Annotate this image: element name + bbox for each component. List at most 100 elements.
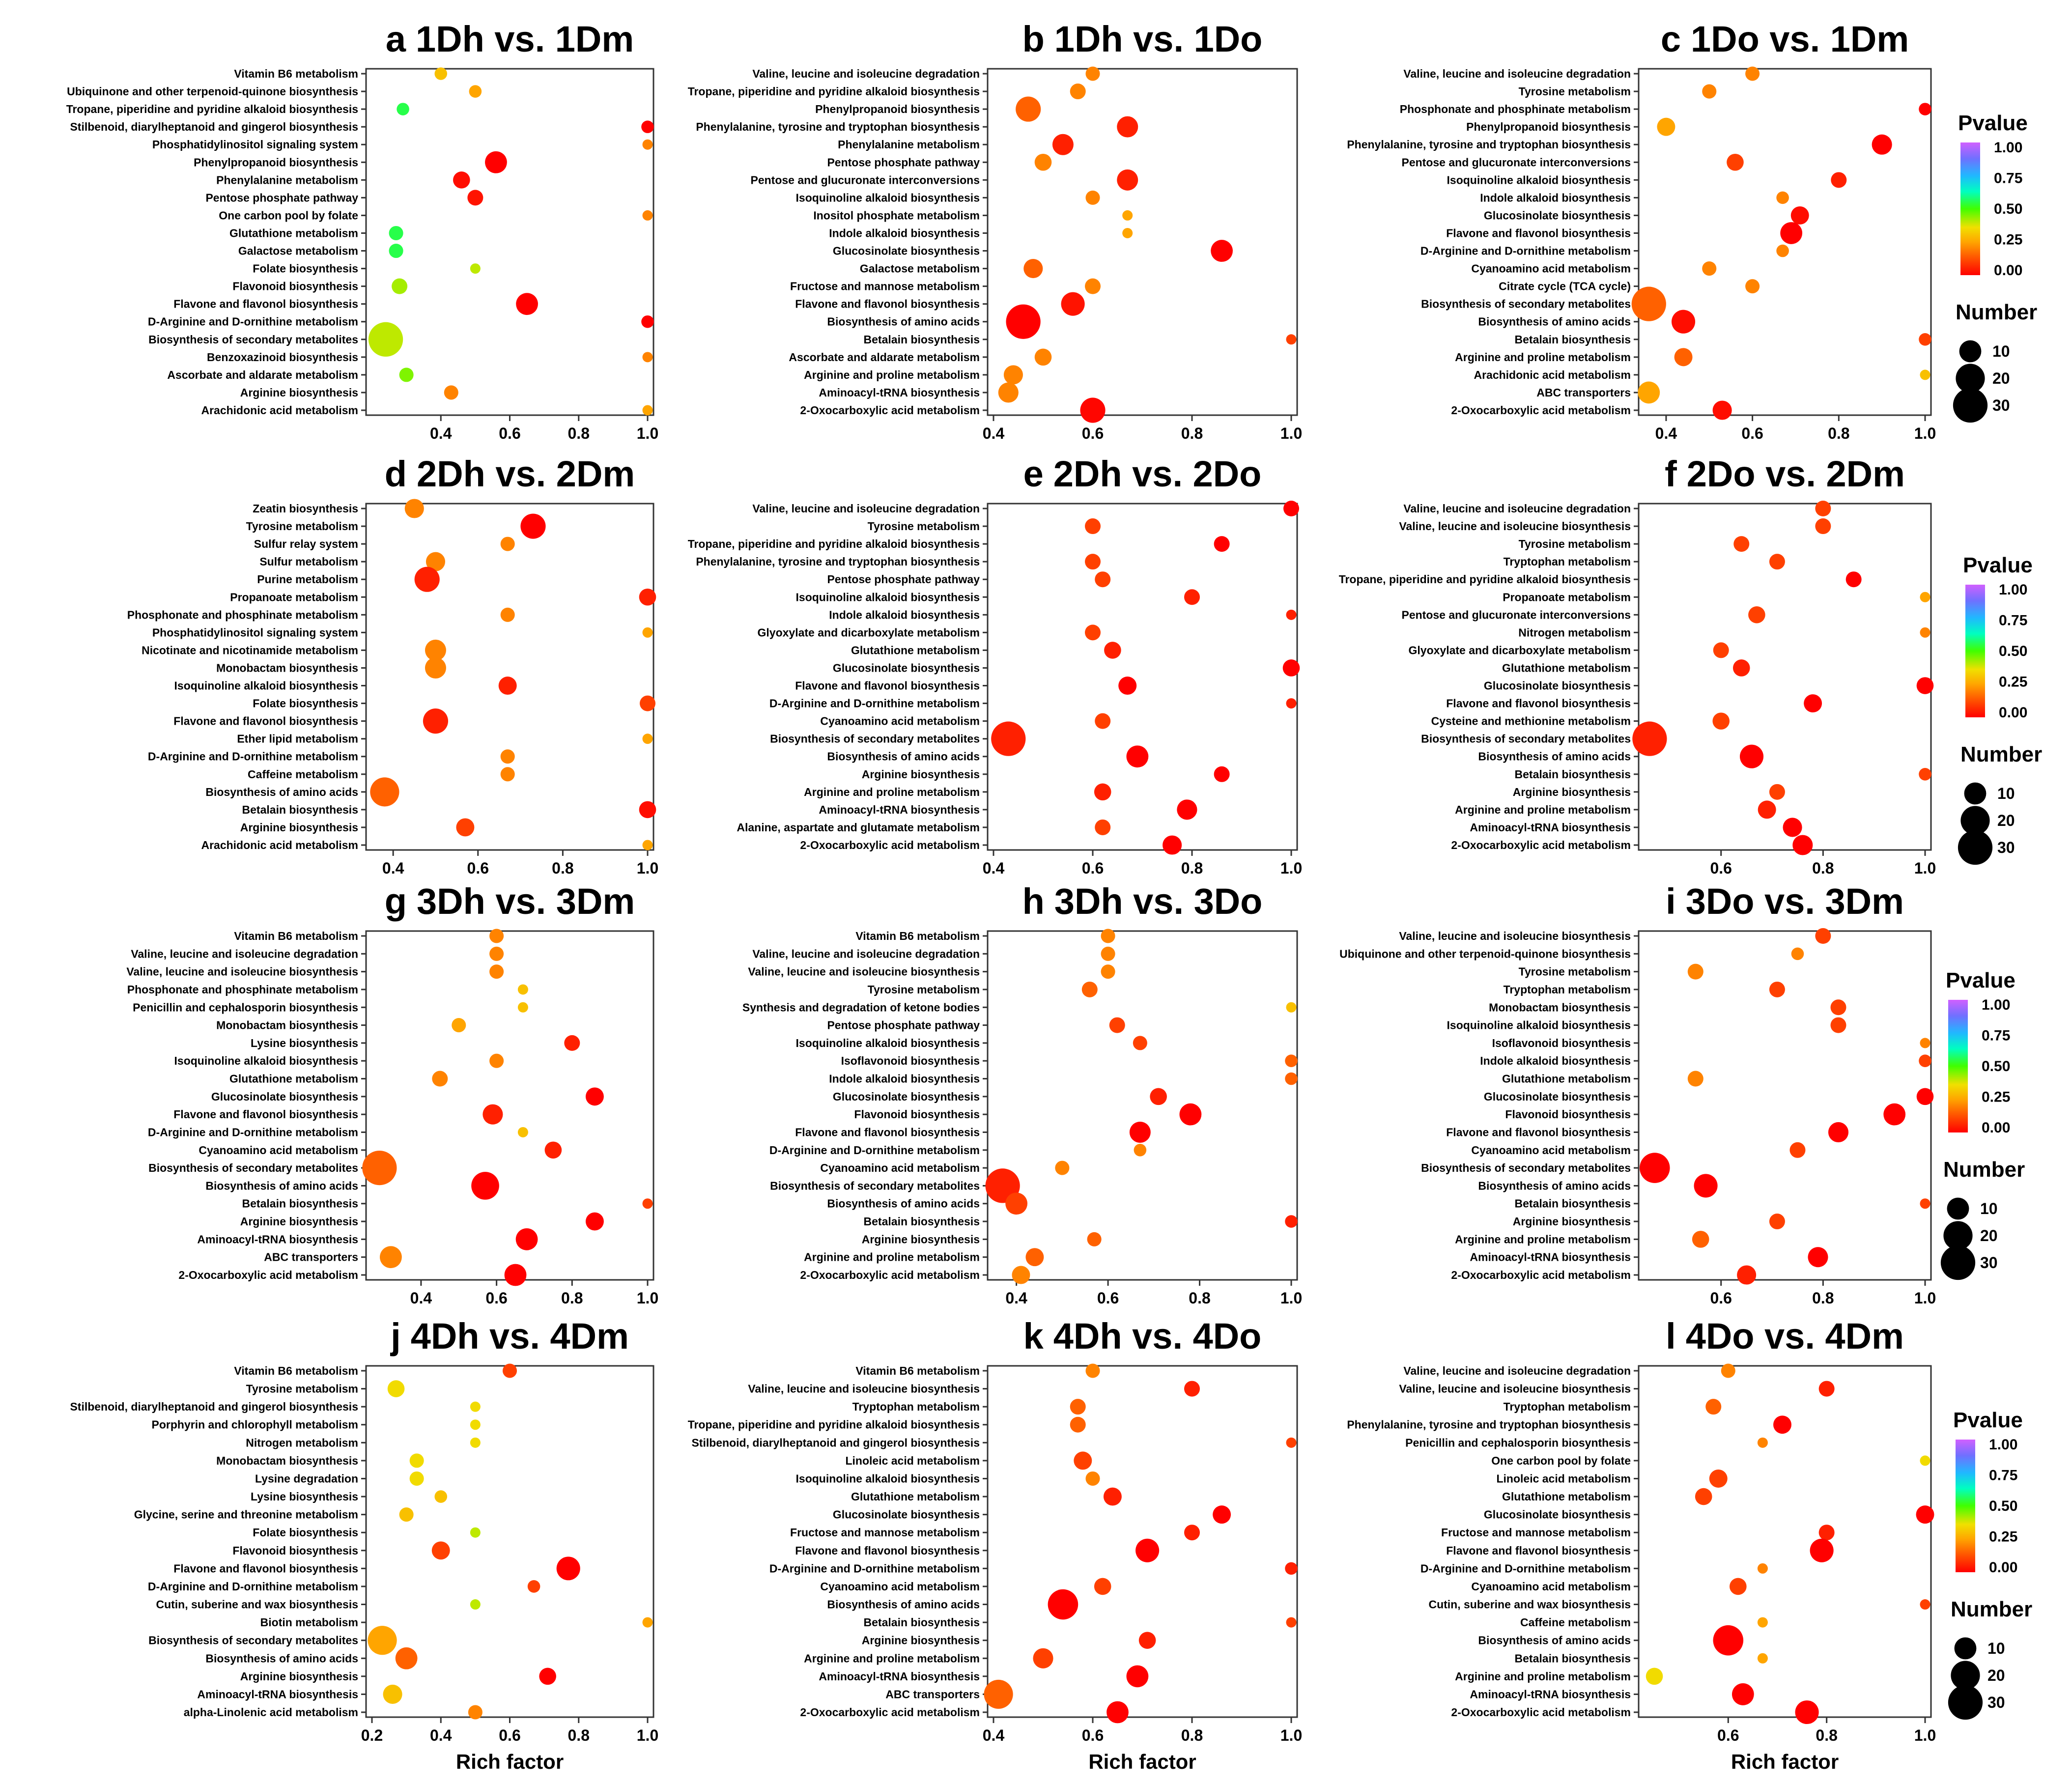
- pathway-label: Glutathione metabolism: [1502, 1490, 1631, 1503]
- size-legend-dot: [1954, 1637, 1977, 1660]
- pathway-label: Monobactam biosynthesis: [216, 661, 358, 674]
- size-legend-label: 20: [1980, 1227, 1998, 1245]
- pathway-label: D-Arginine and D-ornithine metabolism: [1420, 245, 1631, 257]
- data-point: [470, 1419, 481, 1430]
- data-point: [489, 929, 504, 943]
- pathway-label: Valine, leucine and isoleucine degradati…: [1403, 67, 1631, 80]
- data-point: [426, 552, 446, 571]
- pathway-label: Valine, leucine and isoleucine degradati…: [1403, 1364, 1631, 1377]
- x-tick-label: 1.0: [637, 1289, 658, 1307]
- data-point: [1087, 1232, 1102, 1246]
- data-point: [1286, 1437, 1297, 1448]
- data-point: [517, 1127, 528, 1137]
- data-point: [1094, 783, 1111, 801]
- data-point: [1095, 819, 1111, 835]
- x-tick-label: 0.2: [361, 1726, 383, 1744]
- pathway-label: D-Arginine and D-ornithine metabolism: [148, 750, 358, 763]
- pathway-label: Flavone and flavonol biosynthesis: [1446, 226, 1631, 239]
- pathway-label: Tryptophan metabolism: [1504, 555, 1631, 568]
- data-point: [1025, 1248, 1044, 1267]
- pathway-label: Ascorbate and aldarate metabolism: [167, 368, 358, 381]
- data-point: [1034, 153, 1052, 171]
- data-point: [1695, 1488, 1712, 1505]
- data-point: [489, 964, 504, 979]
- pathway-label: Ubiquinone and other terpenoid-quinone b…: [67, 85, 358, 98]
- pathway-label: Valine, leucine and isoleucine biosynthe…: [748, 965, 980, 978]
- data-point: [1702, 261, 1717, 276]
- data-point: [1003, 365, 1023, 385]
- pathway-label: Aminoacyl-tRNA biosynthesis: [1470, 1251, 1631, 1264]
- data-point: [1920, 1198, 1930, 1209]
- pathway-label: Betalain biosynthesis: [864, 1616, 980, 1629]
- x-tick-label: 0.6: [1741, 424, 1763, 442]
- pathway-label: Biosynthesis of amino acids: [205, 786, 358, 798]
- pathway-label: Valine, leucine and isoleucine degradati…: [752, 947, 980, 960]
- data-point: [368, 1626, 397, 1655]
- size-legend-dot: [1951, 1661, 1980, 1690]
- pathway-label: Flavonoid biosynthesis: [232, 280, 358, 293]
- data-point: [1804, 694, 1822, 713]
- data-point: [1085, 190, 1100, 205]
- data-point: [1101, 929, 1115, 943]
- data-point: [1712, 400, 1732, 420]
- data-point: [1694, 1174, 1718, 1198]
- x-tick-label: 0.6: [1710, 1289, 1731, 1307]
- data-point: [1883, 1103, 1906, 1126]
- data-point: [1830, 1017, 1846, 1033]
- data-point: [389, 244, 403, 258]
- data-point: [368, 322, 403, 357]
- pathway-label: Arginine biosynthesis: [1513, 1215, 1631, 1228]
- pathway-label: Glyoxylate and dicarboxylate metabolism: [1409, 644, 1631, 656]
- pathway-label: Isoquinoline alkaloid biosynthesis: [1447, 173, 1631, 186]
- colorbar-tick-label: 0.75: [1989, 1468, 2017, 1484]
- data-point: [1758, 800, 1776, 819]
- size-legend-label: 20: [1997, 812, 2015, 829]
- pathway-label: Pentose and glucuronate interconversions: [751, 173, 980, 186]
- data-point: [500, 607, 515, 622]
- data-point: [425, 639, 446, 661]
- pathway-label: Fructose and mannose metabolism: [790, 280, 980, 293]
- colorbar-tick-label: 1.00: [1982, 997, 2010, 1013]
- legend: Pvalue 1.00 0.75 0.50 0.25 0.00 Number 10 20 30: [1953, 111, 2037, 423]
- data-point: [1919, 333, 1931, 346]
- pathway-label: Tropane, piperidine and pyridine alkaloi…: [688, 537, 980, 550]
- data-point: [500, 749, 515, 764]
- data-point: [483, 1104, 503, 1125]
- panel-comparison: 3Dh vs. 3Dm: [417, 881, 635, 922]
- data-point: [414, 566, 440, 592]
- pathway-label: Glutathione metabolism: [229, 226, 358, 239]
- pathway-label: Phenylpropanoid biosynthesis: [1466, 120, 1631, 133]
- data-point: [1757, 1437, 1768, 1448]
- pathway-label: Stilbenoid, diarylheptanoid and gingerol…: [691, 1436, 980, 1449]
- x-tick-label: 1.0: [1280, 859, 1302, 877]
- data-point: [470, 1527, 481, 1538]
- pathway-label: Glucosinolate biosynthesis: [1484, 209, 1631, 222]
- data-point: [1672, 310, 1696, 334]
- legend: Pvalue 1.00 0.75 0.50 0.25 0.00 Number 10 20 30: [1958, 553, 2042, 865]
- data-point: [642, 405, 653, 416]
- data-point: [1792, 835, 1813, 855]
- data-point: [984, 1679, 1013, 1709]
- pathway-label: Zeatin biosynthesis: [253, 502, 358, 515]
- data-point: [639, 801, 656, 819]
- pathway-label: Aminoacyl-tRNA biosynthesis: [1470, 1688, 1631, 1700]
- panel-letter: d: [385, 453, 407, 494]
- data-point: [1095, 713, 1111, 729]
- pathway-label: Arginine and proline metabolism: [804, 368, 980, 381]
- pathway-label: Alanine, aspartate and glutamate metabol…: [737, 821, 980, 834]
- pathway-label: Valine, leucine and isoleucine biosynthe…: [748, 1383, 980, 1395]
- panel-letter: f: [1665, 453, 1677, 494]
- data-point: [1815, 501, 1831, 516]
- pathway-label: Glyoxylate and dicarboxylate metabolism: [758, 626, 980, 639]
- x-tick-label: 0.8: [1812, 1289, 1834, 1307]
- legend: Pvalue 1.00 0.75 0.50 0.25 0.00 Number 10 20 30: [1948, 1408, 2032, 1720]
- pathway-label: Valine, leucine and isoleucine biosynthe…: [1399, 520, 1631, 533]
- data-point: [1286, 698, 1297, 709]
- plot-frame: [987, 1365, 1298, 1718]
- x-tick-label: 1.0: [1914, 424, 1936, 442]
- pathway-label: Glutathione metabolism: [229, 1073, 358, 1085]
- data-point: [556, 1556, 580, 1581]
- pathway-label: Biosynthesis of amino acids: [1478, 750, 1631, 763]
- data-point: [1920, 369, 1930, 380]
- data-point: [1639, 1153, 1670, 1183]
